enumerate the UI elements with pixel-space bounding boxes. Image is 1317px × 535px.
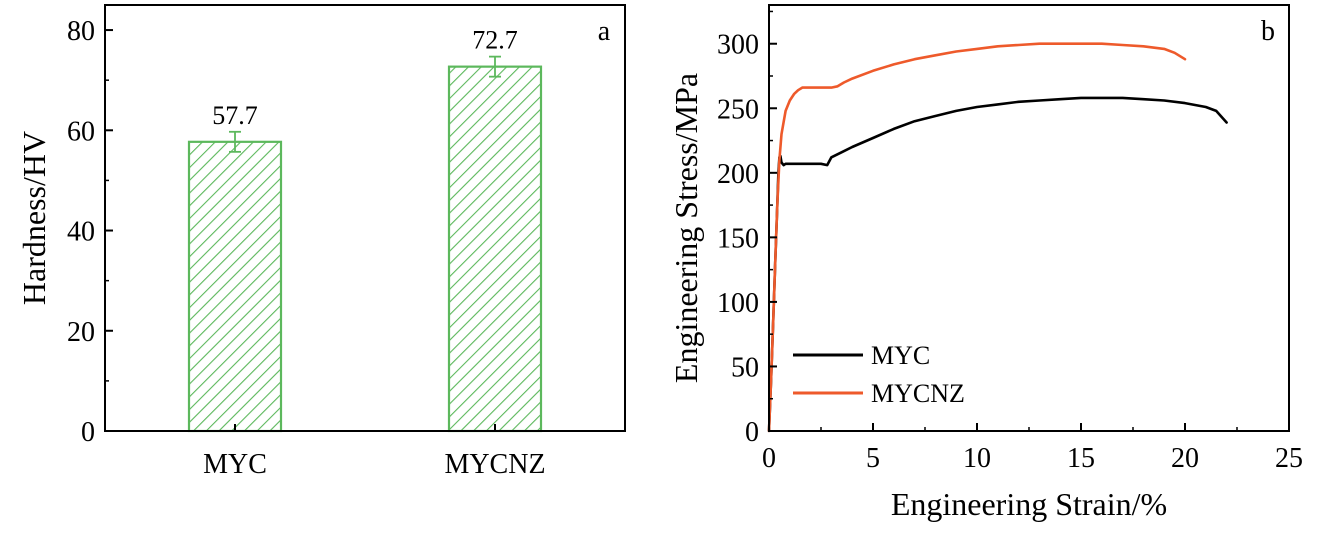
x-tick-label: 20 — [1171, 443, 1199, 474]
y-tick-label: 80 — [67, 16, 95, 47]
x-tick-label: 15 — [1067, 443, 1095, 474]
x-tick-label: 10 — [963, 443, 991, 474]
series-lines — [767, 42, 1228, 433]
y-axis-ticks: 0 20 40 60 80 — [67, 16, 113, 448]
y-tick-label: 0 — [745, 417, 759, 448]
x-axis-ticks: 0 5 10 15 20 25 — [762, 423, 1303, 474]
y-tick-label: 300 — [717, 30, 759, 61]
x-axis-ticks: MYC MYCNZ — [203, 424, 546, 480]
y-axis-title: Hardness/HV — [16, 131, 52, 305]
series-line-myc — [767, 96, 1228, 433]
y-tick-label: 40 — [67, 217, 95, 248]
legend-label: MYCNZ — [871, 379, 965, 408]
plot-frame — [768, 4, 1290, 432]
x-tick-label: MYC — [203, 449, 267, 480]
x-tick-label: 5 — [866, 443, 880, 474]
x-axis-title: Engineering Strain/% — [891, 486, 1167, 522]
bar-mycnz — [447, 65, 543, 433]
stress-strain-line-chart: 0 50 100 150 200 250 300 0 5 10 15 20 25 b Engineer… — [668, 4, 1303, 522]
plot-frame — [104, 4, 626, 432]
y-tick-label: 200 — [717, 159, 759, 190]
panel-label: b — [1261, 16, 1275, 47]
legend: MYC MYCNZ — [793, 341, 965, 408]
y-tick-label: 0 — [81, 417, 95, 448]
x-tick-label: MYCNZ — [444, 449, 545, 480]
x-tick-label: 25 — [1275, 443, 1303, 474]
data-label: 72.7 — [472, 26, 518, 55]
error-bars — [229, 55, 501, 153]
series-line-mycnz — [767, 42, 1187, 433]
legend-item: MYCNZ — [793, 379, 965, 408]
data-labels: 57.7 72.7 — [212, 26, 518, 130]
legend-item: MYC — [793, 341, 930, 370]
y-axis-ticks: 0 50 100 150 200 250 300 — [717, 10, 777, 448]
y-tick-label: 20 — [67, 317, 95, 348]
data-label: 57.7 — [212, 101, 258, 130]
legend-label: MYC — [871, 341, 930, 370]
hardness-bar-chart: 57.7 72.7 0 20 40 60 80 MYC MYCNZ a Hardness/H… — [16, 4, 626, 480]
y-tick-label: 60 — [67, 116, 95, 147]
x-tick-label: 0 — [762, 443, 776, 474]
error-bar — [229, 130, 241, 153]
y-tick-label: 150 — [717, 223, 759, 254]
y-tick-label: 100 — [717, 288, 759, 319]
y-tick-label: 50 — [731, 352, 759, 383]
panel-label: a — [598, 16, 611, 47]
y-tick-label: 250 — [717, 94, 759, 125]
error-bar — [489, 55, 501, 78]
y-axis-title: Engineering Stress/MPa — [668, 73, 704, 383]
bar-myc — [187, 140, 283, 433]
bars — [187, 65, 543, 433]
